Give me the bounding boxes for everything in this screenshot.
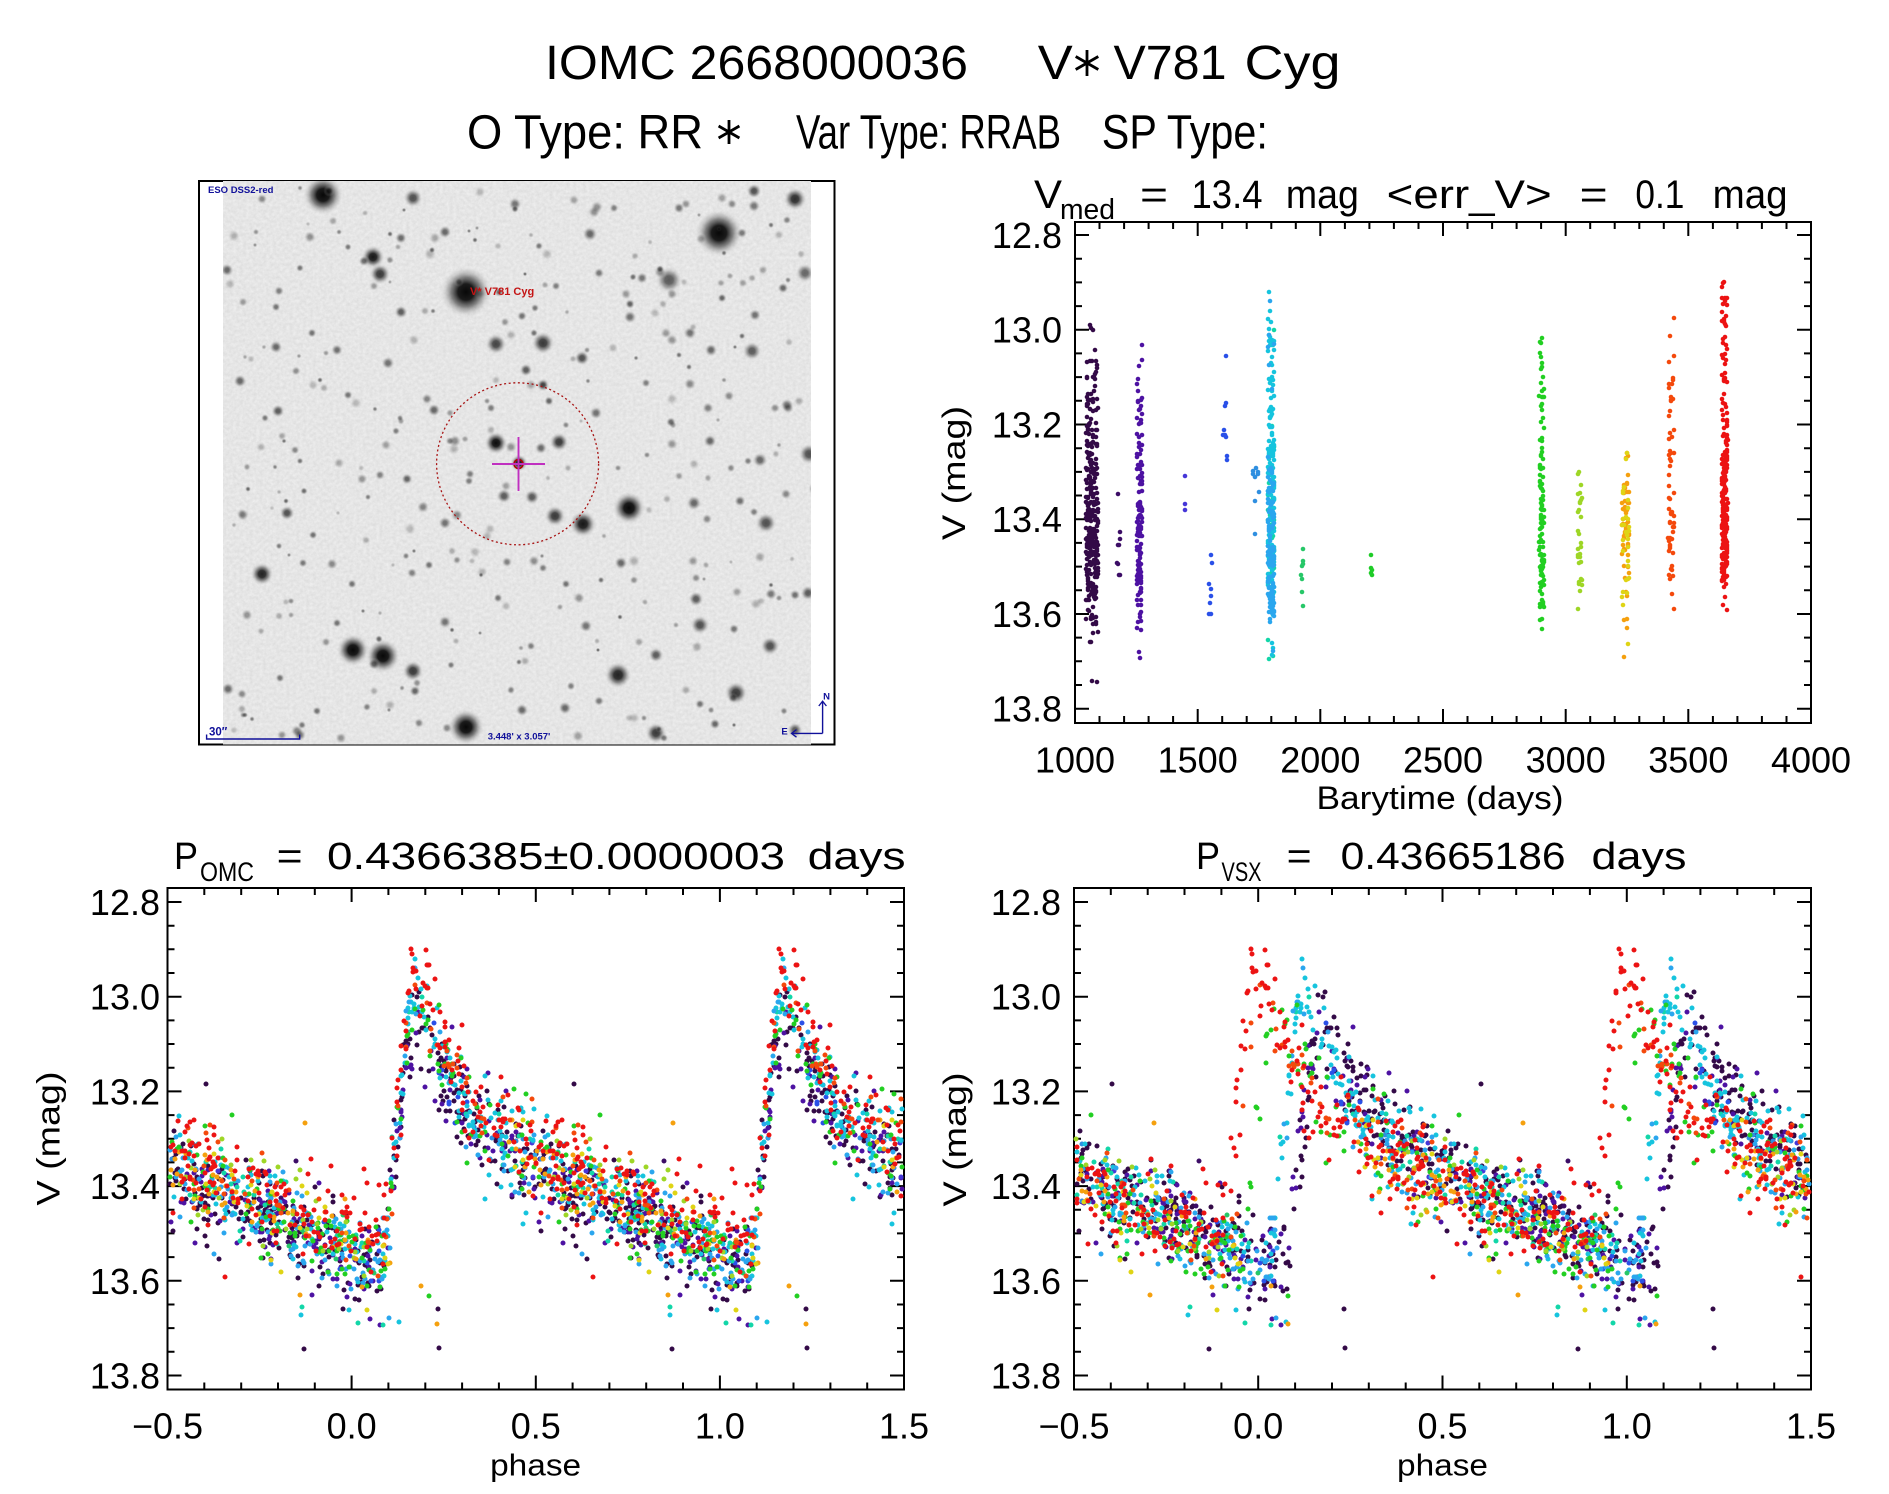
svg-text:mag: mag [1713,173,1788,217]
svg-text:0.0: 0.0 [1233,1406,1283,1447]
svg-text:0.5: 0.5 [1417,1406,1467,1447]
svg-text:V (mag): V (mag) [936,406,972,540]
svg-text:P: P [174,836,198,878]
svg-text:30″: 30″ [209,727,228,739]
svg-text:13.4: 13.4 [992,499,1062,540]
svg-text:med: med [1060,194,1115,226]
svg-text:13.4: 13.4 [991,1166,1061,1207]
svg-text:13.2: 13.2 [992,405,1062,446]
svg-text:3.448' x 3.057': 3.448' x 3.057' [488,732,551,743]
svg-text:E: E [781,727,787,738]
svg-text:1.0: 1.0 [695,1406,745,1447]
svg-text:0.43665186: 0.43665186 [1341,836,1566,878]
svg-text:O Type: RR: O Type: RR [467,107,703,160]
svg-text:Var Type: RRAB: Var Type: RRAB [796,107,1061,160]
svg-text:=: = [1287,836,1312,878]
svg-text:V* V781 Cyg: V* V781 Cyg [470,286,534,298]
svg-text:V: V [1034,173,1062,217]
svg-text:SP Type:: SP Type: [1102,107,1268,160]
svg-text:mag: mag [1286,173,1359,217]
svg-text:3000: 3000 [1526,740,1606,781]
svg-text:13.6: 13.6 [991,1261,1061,1302]
svg-text:=: = [1140,173,1168,217]
svg-text:1.5: 1.5 [1786,1406,1836,1447]
svg-text:13.0: 13.0 [90,977,160,1018]
svg-text:ESO DSS2-red: ESO DSS2-red [208,185,274,196]
svg-text:<err_V>: <err_V> [1387,173,1552,217]
svg-text:V: V [1038,37,1073,90]
svg-text:0.0: 0.0 [327,1406,377,1447]
svg-text:13.6: 13.6 [90,1261,160,1302]
svg-text:Barytime (days): Barytime (days) [1317,780,1564,816]
svg-text:13.4: 13.4 [1192,173,1263,217]
svg-text:−0.5: −0.5 [132,1406,203,1447]
svg-text:1500: 1500 [1158,740,1238,781]
svg-text:12.8: 12.8 [991,882,1061,923]
svg-text:13.6: 13.6 [992,594,1062,635]
svg-text:1.0: 1.0 [1602,1406,1652,1447]
svg-text:=: = [1580,173,1608,217]
svg-text:days: days [1592,836,1687,878]
svg-text:13.8: 13.8 [90,1356,160,1397]
svg-text:Cyg: Cyg [1245,37,1341,90]
svg-text:2500: 2500 [1403,740,1483,781]
svg-text:OMC: OMC [200,857,254,887]
svg-text:IOMC 2668000036: IOMC 2668000036 [545,37,968,90]
svg-text:V781: V781 [1114,37,1227,90]
svg-text:0.5: 0.5 [511,1406,561,1447]
svg-text:VSX: VSX [1222,857,1262,887]
svg-text:13.2: 13.2 [90,1071,160,1112]
svg-text:1.5: 1.5 [879,1406,929,1447]
svg-text:4000: 4000 [1771,740,1851,781]
svg-text:12.8: 12.8 [992,215,1062,256]
svg-text:12.8: 12.8 [90,882,160,923]
svg-text:phase: phase [490,1448,581,1483]
svg-text:2000: 2000 [1280,740,1360,781]
svg-text:V (mag): V (mag) [31,1072,67,1206]
svg-text:N: N [823,692,830,703]
svg-text:13.0: 13.0 [991,977,1061,1018]
svg-text:−0.5: −0.5 [1038,1406,1109,1447]
svg-text:P: P [1196,836,1220,878]
svg-text:13.4: 13.4 [90,1166,160,1207]
svg-text:phase: phase [1397,1448,1488,1483]
svg-text:=: = [277,836,303,878]
svg-text:13.8: 13.8 [992,689,1062,730]
svg-text:13.8: 13.8 [991,1356,1061,1397]
svg-text:V (mag): V (mag) [937,1073,973,1207]
svg-text:days: days [808,836,906,878]
svg-text:13.2: 13.2 [991,1071,1061,1112]
svg-text:1000: 1000 [1035,740,1115,781]
svg-text:0.1: 0.1 [1635,173,1684,217]
svg-text:0.4366385±0.0000003: 0.4366385±0.0000003 [327,836,785,878]
svg-text:13.0: 13.0 [992,310,1062,351]
svg-text:3500: 3500 [1648,740,1728,781]
